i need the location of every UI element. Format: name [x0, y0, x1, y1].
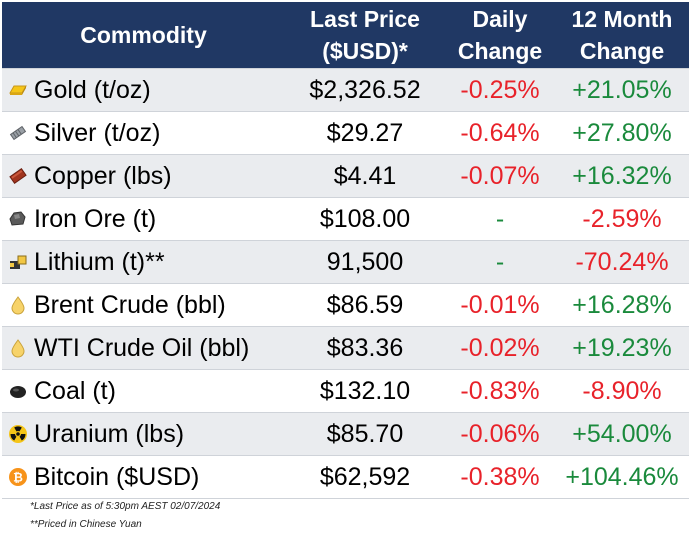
header-row: Commodity Last Price ($USD)* Daily Change … [2, 2, 689, 69]
daily-change-cell: -0.07% [445, 154, 555, 198]
commodity-name-cell: ₿ Bitcoin ($USD) [2, 455, 285, 499]
header-last-price-line2: ($USD)* [322, 38, 408, 64]
commodity-name-cell: WTI Crude Oil (bbl) [2, 326, 285, 370]
footnote-last-price: *Last Price as of 5:30pm AEST 02/07/2024 [30, 501, 221, 512]
header-last-price-line1: Last Price [310, 6, 420, 32]
last-price-cell: $132.10 [285, 369, 445, 413]
month-change-cell: +27.80% [555, 111, 689, 155]
header-commodity-label: Commodity [80, 22, 207, 48]
lithium-icon [8, 250, 28, 270]
oil-drop-icon [8, 293, 28, 314]
commodity-name-cell: Lithium (t)** [2, 240, 285, 284]
month-change-cell: +16.28% [555, 283, 689, 327]
month-change-cell: +54.00% [555, 412, 689, 456]
commodity-name: Coal (t) [34, 376, 116, 405]
table-row: Brent Crude (bbl) $86.59 -0.01% +16.28% [2, 283, 689, 327]
bitcoin-icon: ₿ [8, 465, 28, 486]
commodity-name: Copper (lbs) [34, 161, 172, 190]
daily-change-cell: -0.64% [445, 111, 555, 155]
last-price-cell: $83.36 [285, 326, 445, 370]
header-last-price: Last Price ($USD)* [285, 2, 445, 69]
commodity-name: Silver (t/oz) [34, 118, 161, 147]
month-change-cell: +21.05% [555, 68, 689, 112]
table-row: Uranium (lbs) $85.70 -0.06% +54.00% [2, 412, 689, 456]
table-row: Iron Ore (t) $108.00- -2.59% [2, 197, 689, 241]
silver-bar-icon [8, 121, 28, 141]
header-month-line1: 12 Month [571, 6, 673, 32]
last-price-cell: $2,326.52 [285, 68, 445, 112]
month-change-cell: +19.23% [555, 326, 689, 370]
commodity-name: Lithium (t)** [34, 247, 165, 276]
commodity-name: WTI Crude Oil (bbl) [34, 333, 250, 362]
footnote-yuan: **Priced in Chinese Yuan [30, 519, 142, 530]
month-change-cell: -2.59% [555, 197, 689, 241]
commodity-name-cell: Silver (t/oz) [2, 111, 285, 155]
commodity-name-cell: Iron Ore (t) [2, 197, 285, 241]
oil-drop-icon [8, 336, 28, 357]
last-price-cell: $4.41 [285, 154, 445, 198]
header-commodity: Commodity [2, 2, 285, 69]
month-change-cell: +16.32% [555, 154, 689, 198]
table-row: Gold (t/oz) $2,326.52 -0.25% +21.05% [2, 68, 689, 112]
table-row: Lithium (t)** 91,500- -70.24% [2, 240, 689, 284]
commodity-name-cell: Brent Crude (bbl) [2, 283, 285, 327]
commodity-name: Gold (t/oz) [34, 75, 151, 104]
radiation-icon [8, 422, 28, 443]
last-price-cell: $86.59 [285, 283, 445, 327]
commodity-name: Uranium (lbs) [34, 419, 185, 448]
last-price-cell: $62,592 [285, 455, 445, 499]
month-change-cell: +104.46% [555, 455, 689, 499]
table-row: Copper (lbs) $4.41 -0.07% +16.32% [2, 154, 689, 198]
daily-change-cell: -0.83% [445, 369, 555, 413]
header-daily-line1: Daily [472, 6, 528, 32]
header-12-month-change: 12 Month Change [555, 2, 689, 69]
table-row: Silver (t/oz) $29.27 -0.64% +27.80% [2, 111, 689, 155]
month-change-cell: -8.90% [555, 369, 689, 413]
table-row: WTI Crude Oil (bbl) $83.36 -0.02% +19.23% [2, 326, 689, 370]
last-price-cell: 91,500 [285, 240, 445, 284]
header-daily-change: Daily Change [445, 2, 555, 69]
commodity-name-cell: Uranium (lbs) [2, 412, 285, 456]
gold-bar-icon [8, 78, 28, 98]
commodity-name-cell: Gold (t/oz) [2, 68, 285, 112]
daily-change-cell: -0.06% [445, 412, 555, 456]
daily-change-cell: -0.01% [445, 283, 555, 327]
table-row: Coal (t) $132.10 -0.83% -8.90% [2, 369, 689, 413]
daily-change-cell: - [445, 197, 555, 241]
header-daily-line2: Change [457, 38, 543, 64]
header-month-line2: Change [579, 38, 665, 64]
commodity-name-cell: Coal (t) [2, 369, 285, 413]
svg-text:₿: ₿ [13, 470, 23, 484]
coal-icon [8, 379, 28, 399]
daily-change-cell: -0.25% [445, 68, 555, 112]
daily-change-cell: -0.38% [445, 455, 555, 499]
commodity-name-cell: Copper (lbs) [2, 154, 285, 198]
last-price-cell: $29.27 [285, 111, 445, 155]
commodity-table-wrapper: Commodity Last Price ($USD)* Daily Change … [2, 2, 689, 499]
daily-change-cell: - [445, 240, 555, 284]
last-price-cell: $85.70 [285, 412, 445, 456]
footnotes: *Last Price as of 5:30pm AEST 02/07/2024… [30, 498, 220, 534]
copper-bar-icon [8, 164, 28, 184]
table-row: ₿ Bitcoin ($USD) $62,592 -0.38% +104.46% [2, 455, 689, 499]
last-price-cell: $108.00 [285, 197, 445, 241]
commodity-table: Commodity Last Price ($USD)* Daily Change … [2, 2, 689, 499]
daily-change-cell: -0.02% [445, 326, 555, 370]
iron-ore-icon [8, 207, 28, 227]
commodity-name: Bitcoin ($USD) [34, 462, 200, 491]
month-change-cell: -70.24% [555, 240, 689, 284]
commodity-name: Iron Ore (t) [34, 204, 157, 233]
commodity-name: Brent Crude (bbl) [34, 290, 226, 319]
